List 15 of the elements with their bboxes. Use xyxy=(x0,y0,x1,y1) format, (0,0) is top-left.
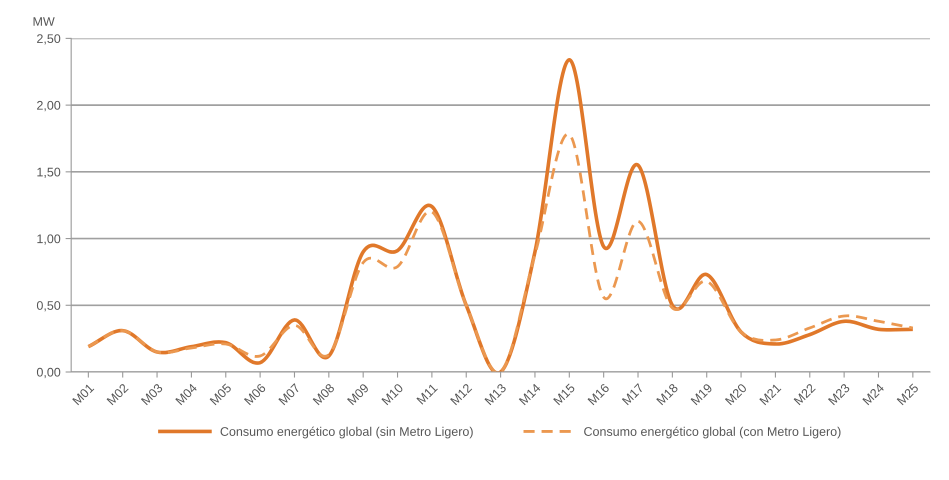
y-tick-label: 0,00 xyxy=(36,368,60,378)
x-tick-label: M01 xyxy=(72,383,94,406)
x-tick-label: M11 xyxy=(416,383,438,405)
y-tick-label: 0,50 xyxy=(36,301,60,312)
y-tick-label: 2,00 xyxy=(37,100,60,112)
line-series xyxy=(86,133,914,372)
y-tick-label: 1,00 xyxy=(37,234,60,245)
x-tick-label: M20 xyxy=(724,382,748,406)
y-tick-label: 2,50 xyxy=(37,34,60,45)
y-axis-title: MW xyxy=(34,17,55,26)
x-tick-label: M03 xyxy=(140,383,164,406)
legend-label: Consumo energético global (con Metro Ligero) xyxy=(584,426,841,438)
y-tick-label: 1,50 xyxy=(37,168,60,178)
legend-label: Consumo energético global (sin Metro Ligero) xyxy=(220,426,473,438)
x-tick-label: M21 xyxy=(759,383,782,406)
